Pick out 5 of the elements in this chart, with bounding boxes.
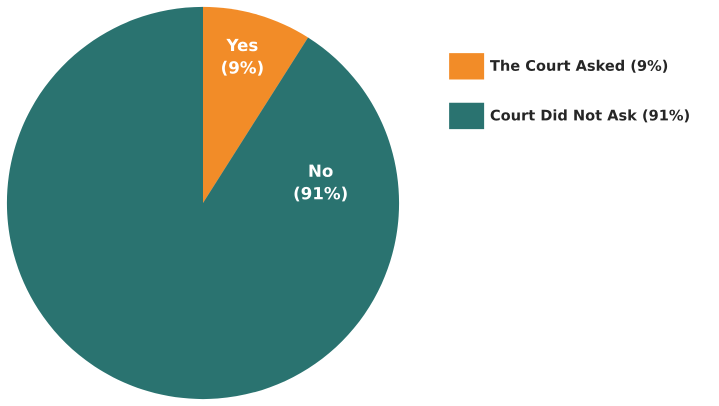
pie-slice — [6, 6, 400, 400]
legend-label: The Court Asked (9%) — [490, 60, 668, 73]
data-label: No (91%) — [294, 164, 347, 202]
data-label: Yes (9%) — [222, 38, 263, 76]
legend-label: Court Did Not Ask (91%) — [490, 109, 689, 122]
